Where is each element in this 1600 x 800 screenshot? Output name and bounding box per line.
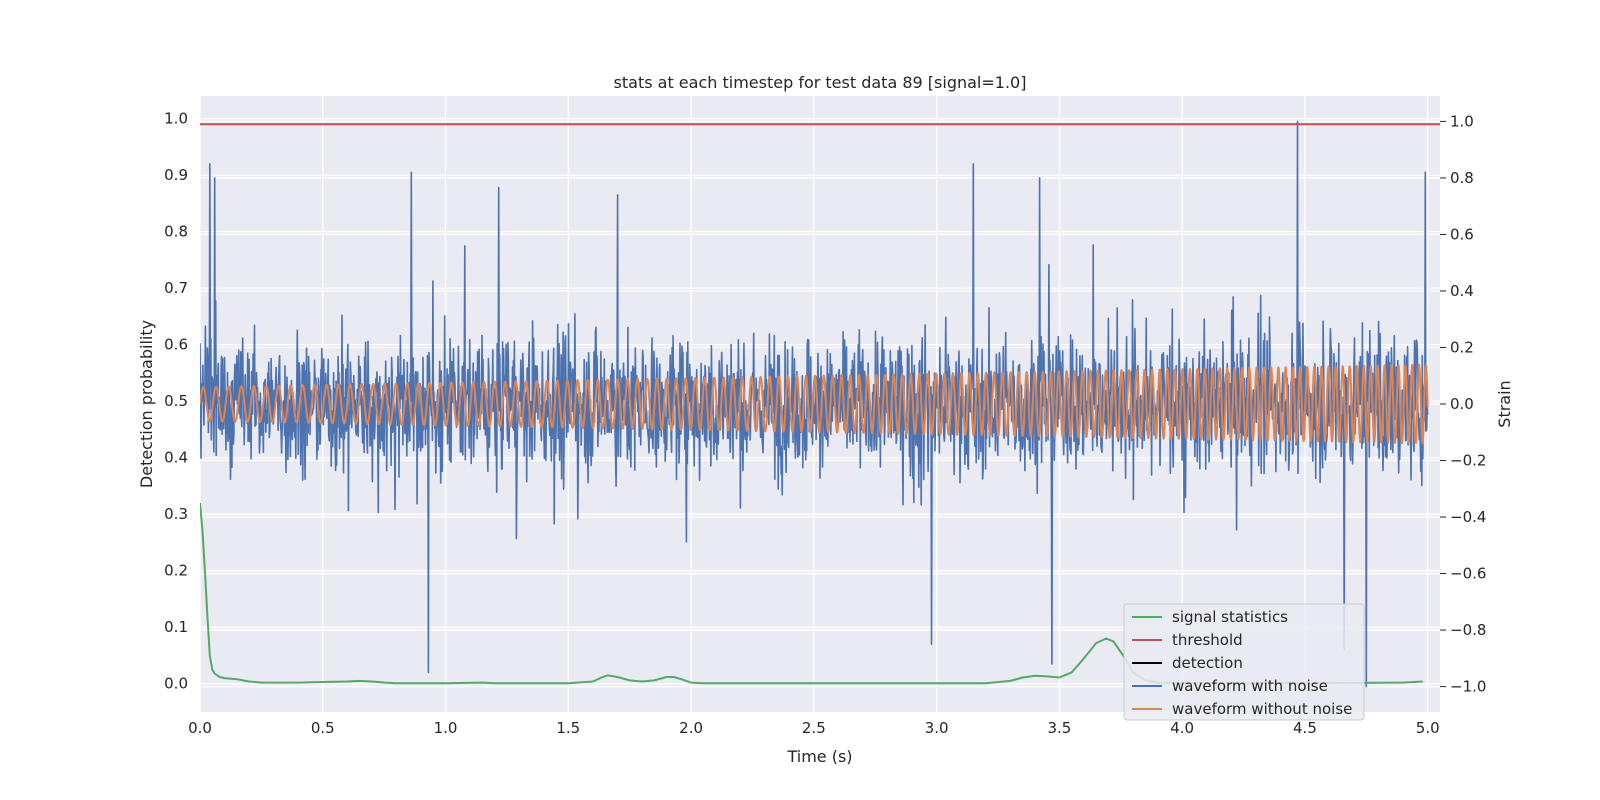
y2-tick-label: −1.0 bbox=[1450, 678, 1486, 696]
x-tick-label: 0.0 bbox=[188, 719, 212, 737]
y-tick-label: 0.4 bbox=[164, 449, 188, 467]
x-tick-label: 5.0 bbox=[1416, 719, 1440, 737]
legend-entry-signal-statistics: signal statistics bbox=[1132, 608, 1288, 626]
y2-tick-label: 0.6 bbox=[1450, 225, 1474, 243]
series-line-waveform-without-noise bbox=[200, 363, 1429, 445]
x-tick-label: 3.0 bbox=[925, 719, 949, 737]
y-tick-label: 0.2 bbox=[164, 562, 188, 580]
legend-label: threshold bbox=[1172, 631, 1243, 649]
y-axis-ticks: 0.0 0.1 0.2 0.3 0.4 0.5 0.6 0.7 0.8 0.9 1.0 bbox=[164, 110, 188, 693]
legend-entry-waveform-without-noise: waveform without noise bbox=[1132, 700, 1352, 718]
series-line-signal-statistics bbox=[200, 502, 1423, 685]
x-tick-label: 0.5 bbox=[311, 719, 335, 737]
y-tick-label: 0.3 bbox=[164, 505, 188, 523]
y-tick-label: 0.5 bbox=[164, 392, 188, 410]
x-axis-label: Time (s) bbox=[786, 747, 852, 766]
y2-tick-label: 0.2 bbox=[1450, 338, 1474, 356]
y2-tick-label: −0.6 bbox=[1450, 565, 1486, 583]
legend-entry-detection: detection bbox=[1132, 654, 1243, 672]
y2-tick-label: −0.4 bbox=[1450, 508, 1486, 526]
y-tick-label: 1.0 bbox=[164, 110, 188, 128]
chart-title: stats at each timestep for test data 89 … bbox=[614, 73, 1027, 92]
y2-tick-label: 0.8 bbox=[1450, 169, 1474, 187]
y2-tick-label: −0.2 bbox=[1450, 452, 1486, 470]
y-tick-label: 0.6 bbox=[164, 336, 188, 354]
legend-label: waveform without noise bbox=[1172, 700, 1352, 718]
y2-tick-label: 0.0 bbox=[1450, 395, 1474, 413]
y2-axis-ticks: 1.0 0.8 0.6 0.4 0.2 0.0 −0.2 −0.4 −0.6 −0.8 −1.0 bbox=[1440, 112, 1486, 696]
x-tick-label: 3.5 bbox=[1047, 719, 1071, 737]
legend-entry-waveform-with-noise: waveform with noise bbox=[1132, 677, 1328, 695]
y2-tick-label: 0.4 bbox=[1450, 282, 1474, 300]
y-tick-label: 0.8 bbox=[164, 223, 188, 241]
y-tick-label: 0.1 bbox=[164, 618, 188, 636]
x-tick-label: 4.0 bbox=[1170, 719, 1194, 737]
legend-label: waveform with noise bbox=[1172, 677, 1328, 695]
y-axis-label: Detection probability bbox=[137, 320, 156, 488]
x-tick-label: 2.0 bbox=[679, 719, 703, 737]
series-layer bbox=[200, 120, 1440, 688]
x-tick-label: 2.5 bbox=[802, 719, 826, 737]
legend-entry-threshold: threshold bbox=[1132, 631, 1243, 649]
series-line-waveform-with-noise bbox=[200, 120, 1429, 688]
x-axis-ticks: 0.0 0.5 1.0 1.5 2.0 2.5 3.0 3.5 4.0 4.5 5.0 bbox=[188, 719, 1440, 737]
x-tick-label: 4.5 bbox=[1293, 719, 1317, 737]
legend: signal statistics threshold detection wa… bbox=[1123, 603, 1365, 721]
y-tick-label: 0.7 bbox=[164, 279, 188, 297]
y-tick-label: 0.0 bbox=[164, 675, 188, 693]
legend-label: signal statistics bbox=[1172, 608, 1288, 626]
x-tick-label: 1.5 bbox=[556, 719, 580, 737]
y2-tick-label: −0.8 bbox=[1450, 621, 1486, 639]
x-tick-label: 1.0 bbox=[434, 719, 458, 737]
y2-axis-label: Strain bbox=[1495, 380, 1514, 427]
legend-box bbox=[1123, 603, 1365, 721]
y-tick-label: 0.9 bbox=[164, 166, 188, 184]
y2-tick-label: 1.0 bbox=[1450, 112, 1474, 130]
legend-label: detection bbox=[1172, 654, 1243, 672]
